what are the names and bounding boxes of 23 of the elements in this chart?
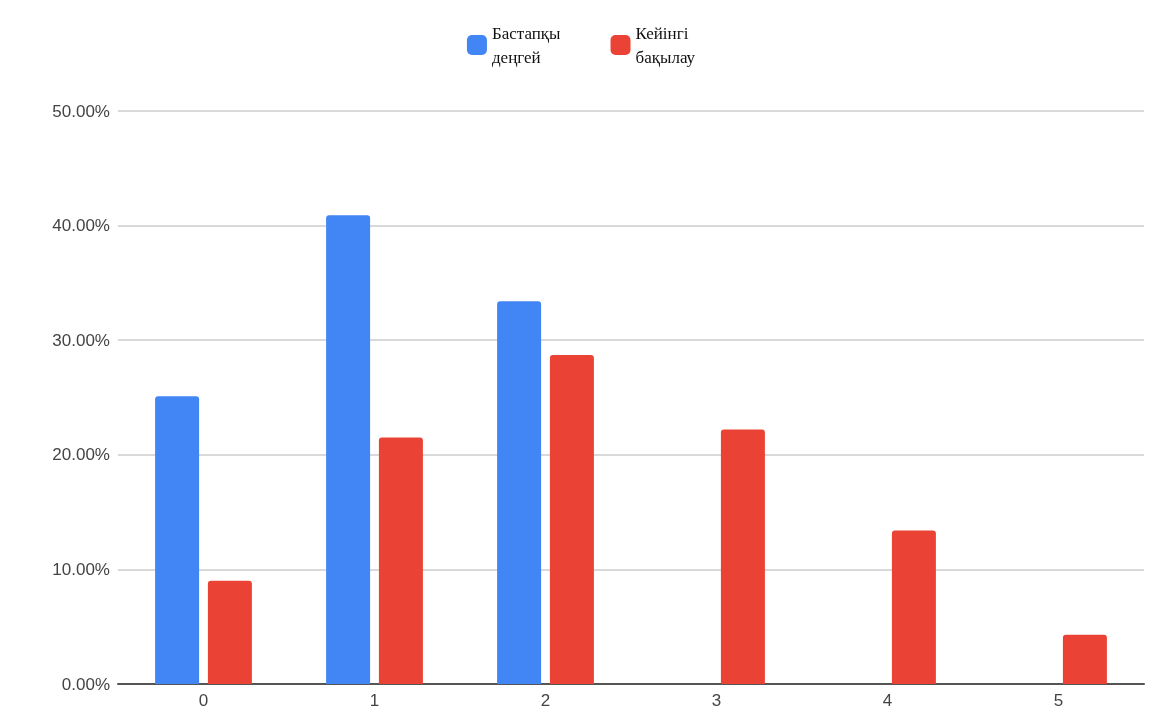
bar	[891, 530, 936, 684]
x-tick-label: 3	[711, 691, 722, 710]
y-tick-label: 0.00%	[61, 674, 110, 694]
bar	[549, 355, 594, 684]
x-tick-label: 2	[540, 691, 551, 710]
x-tick-label: 5	[1053, 691, 1064, 710]
y-tick-label: 20.00%	[52, 445, 110, 465]
y-tick-label: 30.00%	[52, 330, 110, 350]
x-tick-label: 0	[198, 691, 209, 710]
x-tick-label: 1	[369, 691, 380, 710]
legend-label: Кейінгі бақылау	[635, 23, 696, 67]
y-tick-label: 10.00%	[52, 559, 110, 579]
y-tick-label: 40.00%	[52, 216, 110, 236]
bar	[1062, 634, 1107, 684]
y-tick-label: 50.00%	[52, 101, 110, 121]
bar	[155, 396, 200, 684]
bar	[497, 301, 542, 684]
bar	[326, 215, 371, 684]
bar	[720, 429, 765, 684]
bar	[207, 580, 252, 684]
legend-label: Бастапқы деңгей	[491, 23, 562, 67]
x-tick-label: 4	[882, 691, 893, 710]
bar	[378, 437, 423, 684]
